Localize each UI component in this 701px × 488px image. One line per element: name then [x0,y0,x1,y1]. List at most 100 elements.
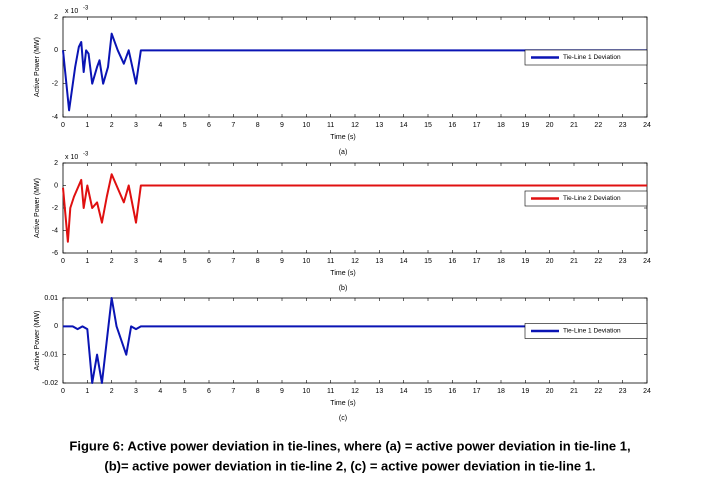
x-tick-label: 9 [280,122,284,129]
x-tick-label: 6 [207,258,211,265]
y-tick-label: -2 [52,81,58,88]
legend-box [524,49,648,66]
x-tick-label: 14 [400,122,408,129]
panel-label: (b) [339,285,348,292]
x-tick-label: 24 [643,122,651,129]
x-tick-label: 22 [594,122,602,129]
x-tick-label: 2 [110,258,114,265]
series-line [62,173,647,243]
x-tick-label: 16 [448,122,456,129]
y-multiplier: x 10 [65,8,78,15]
x-tick-label: 23 [619,388,627,395]
series-line [63,297,647,384]
legend-box [524,190,648,207]
x-tick-label: 19 [521,388,529,395]
x-tick-label: 17 [473,122,481,129]
caption-line: (b)= active power deviation in tie-line … [104,458,595,473]
y-tick-label: -2 [52,205,58,212]
x-tick-label: 3 [134,258,138,265]
panel-label: (a) [339,149,348,156]
x-tick-label: 14 [400,388,408,395]
x-tick-label: 6 [207,122,211,129]
plot-frame [62,16,648,118]
x-tick-label: 11 [327,388,334,395]
x-tick-label: 13 [375,122,383,129]
x-tick-label: 21 [570,388,578,395]
x-tick-label: 20 [546,258,554,265]
x-tick-label: 2 [110,122,114,129]
plot-frame [62,297,648,384]
x-tick-label: 18 [497,258,505,265]
x-tick-label: 23 [619,258,627,265]
x-tick-label: 13 [375,258,383,265]
caption-line: Figure 6: Active power deviation in tie-… [69,438,630,453]
x-tick-label: 12 [351,258,359,265]
x-tick-label: 10 [302,258,310,265]
x-tick-label: 11 [327,122,334,129]
y-axis-label: Active Power (MW) [34,311,41,371]
x-tick-label: 15 [424,122,432,129]
y-tick-label: 0.01 [44,295,58,302]
y-tick-label: -4 [52,114,58,121]
x-tick-label: 12 [351,122,359,129]
x-tick-label: 17 [473,388,481,395]
x-tick-label: 9 [280,388,284,395]
x-tick-label: 24 [643,258,651,265]
x-axis-label: Time (s) [330,270,355,277]
x-tick-label: 9 [280,258,284,265]
x-tick-label: 0 [61,122,65,129]
x-tick-label: 7 [231,122,235,129]
x-tick-label: 4 [158,122,162,129]
x-tick-label: 3 [134,122,138,129]
x-tick-label: 3 [134,388,138,395]
x-tick-label: 8 [256,258,260,265]
x-tick-label: 15 [424,388,432,395]
x-tick-label: 1 [85,388,89,395]
x-tick-label: 16 [448,388,456,395]
x-tick-label: 5 [183,388,187,395]
x-tick-label: 1 [85,122,89,129]
y-tick-label: 0 [54,182,58,189]
x-tick-label: 11 [327,258,334,265]
legend-label: Tie-Line 1 Deviation [563,54,621,61]
x-tick-label: 12 [351,388,359,395]
y-tick-label: 2 [54,160,58,167]
legend-box [524,323,648,339]
x-tick-label: 22 [594,388,602,395]
x-tick-label: 21 [570,122,578,129]
x-tick-label: 24 [643,388,651,395]
x-tick-label: 22 [594,258,602,265]
legend-label: Tie-Line 2 Deviation [563,195,621,202]
x-axis-label: Time (s) [330,400,355,407]
y-tick-label: 0 [54,47,58,54]
y-axis-label: Active Power (MW) [34,178,41,238]
x-tick-label: 5 [183,258,187,265]
x-tick-label: 19 [521,258,529,265]
x-axis-label: Time (s) [330,134,355,141]
y-tick-label: -0.02 [42,380,58,387]
x-tick-label: 2 [110,388,114,395]
y-tick-label: 2 [54,14,58,21]
x-tick-label: 20 [546,388,554,395]
x-tick-label: 8 [256,388,260,395]
x-tick-label: 20 [546,122,554,129]
x-tick-label: 23 [619,122,627,129]
legend-label: Tie-Line 1 Deviation [563,328,621,335]
x-tick-label: 4 [158,388,162,395]
y-tick-label: -4 [52,227,58,234]
y-tick-label: -0.01 [42,352,58,359]
x-tick-label: 17 [473,258,481,265]
x-tick-label: 15 [424,258,432,265]
y-exponent: -3 [83,6,89,12]
x-tick-label: 10 [302,122,310,129]
x-tick-label: 7 [231,258,235,265]
panel-label: (c) [339,415,347,422]
x-tick-label: 10 [302,388,310,395]
x-tick-label: 7 [231,388,235,395]
plot-frame [62,162,648,254]
x-tick-label: 5 [183,122,187,129]
x-tick-label: 8 [256,122,260,129]
x-tick-label: 0 [61,258,65,265]
x-tick-label: 14 [400,258,408,265]
